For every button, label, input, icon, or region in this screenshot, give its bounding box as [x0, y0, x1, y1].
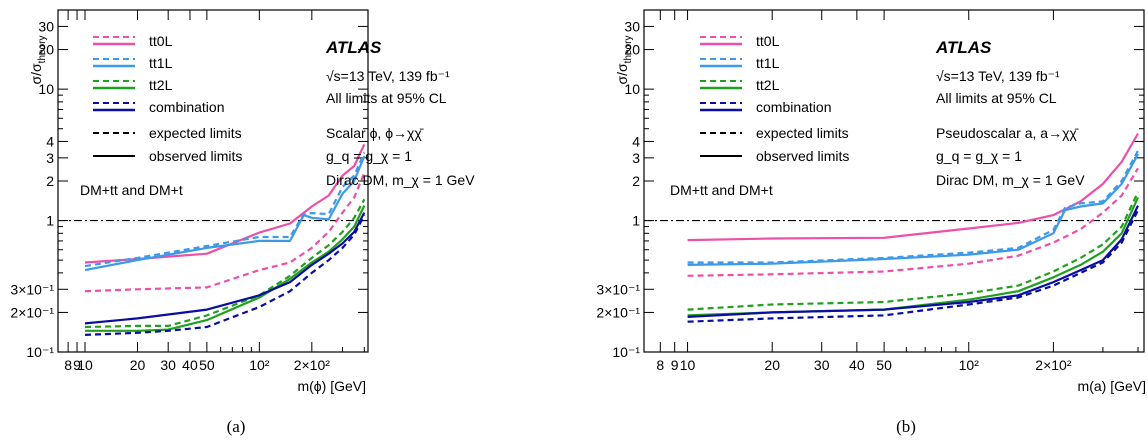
x-tick-label: 10: [77, 357, 93, 373]
y-tick-label: 2: [632, 173, 640, 189]
x-tick-label: 10: [680, 357, 696, 373]
series-line-tt2L-expected: [84, 198, 366, 329]
panel-caption: (a): [227, 417, 246, 436]
y-tick-label: 3: [46, 150, 54, 166]
y-tick-label: 4: [632, 133, 640, 149]
series-line-tt1L-expected: [84, 151, 366, 268]
legend-label: tt0L: [756, 33, 780, 49]
x-tick-label: 9: [73, 357, 81, 373]
x-tick-label: 20: [764, 357, 780, 373]
atlas-label: ATLAS: [325, 38, 382, 57]
x-tick-label: 40: [849, 357, 865, 373]
series-line-combination-expected: [84, 214, 366, 336]
y-tick-label: 10: [624, 81, 640, 97]
legend-label: tt1L: [149, 55, 173, 71]
dm-channel-note: DM+tt and DM+t: [670, 182, 773, 198]
legend-label: tt0L: [149, 33, 173, 49]
x-tick-label: 30: [814, 357, 830, 373]
x-tick-label: 10²: [959, 357, 980, 373]
y-tick-label: 30: [624, 18, 640, 34]
y-tick-label: 3×10⁻¹: [596, 281, 640, 297]
series-line-combination-observed: [84, 212, 366, 325]
model-text: Pseudoscalar a, a→χχ̄: [936, 125, 1079, 141]
cl-text: All limits at 95% CL: [936, 90, 1057, 106]
y-axis-label: σ/σtheory: [28, 36, 48, 85]
y-tick-label: 10: [38, 81, 54, 97]
x-tick-label: 2×10²: [1035, 357, 1072, 373]
y-tick-label: 2×10⁻¹: [596, 304, 640, 320]
x-tick-label: 10²: [249, 357, 270, 373]
x-axis-label: m(a) [GeV]: [1078, 378, 1146, 394]
y-tick-label: 20: [624, 42, 640, 58]
panel-b: 8 9 10 20 30 40 50 10² 2×10²10⁻¹2×10⁻¹3×10⁻¹1234…: [596, 9, 1146, 436]
x-axis-label: m(ϕ) [GeV]: [297, 378, 366, 394]
legend: tt0L tt1L tt2L combination expected limits ob…: [700, 33, 849, 164]
series-layer: [687, 132, 1140, 323]
series-line-tt2L-observed: [85, 205, 366, 332]
x-tick-label: 20: [130, 357, 146, 373]
legend-label: tt1L: [756, 55, 780, 71]
y-tick-label: 10⁻¹: [612, 344, 640, 360]
x-tick-label: 8: [656, 357, 664, 373]
legend-label: tt2L: [756, 77, 780, 93]
y-tick-label: 10⁻¹: [26, 344, 54, 360]
y-tick-label: 4: [46, 133, 54, 149]
x-tick-label: 40: [182, 357, 198, 373]
y-tick-label: 20: [38, 42, 54, 58]
series-line-tt2L-expected: [687, 191, 1139, 311]
y-axis-label: σ/σtheory: [614, 36, 634, 85]
y-tick-label: 2: [46, 173, 54, 189]
legend-style-label: observed limits: [149, 148, 242, 164]
cl-text: All limits at 95% CL: [326, 90, 447, 106]
series-line-tt0L-observed: [84, 143, 366, 264]
legend-style-label: expected limits: [149, 125, 242, 141]
energy-lumi-text: √s=13 TeV, 139 fb⁻¹: [936, 68, 1060, 84]
panel-caption: (b): [896, 417, 916, 436]
panel-a: 8 910 20 30 40 50 10² 2×10²10⁻¹2×10⁻¹3×10⁻¹1234…: [10, 9, 475, 436]
series-line-tt1L-observed: [687, 153, 1139, 266]
legend-label: tt2L: [149, 77, 173, 93]
legend-style-label: observed limits: [756, 148, 849, 164]
x-tick-label: 8: [64, 357, 72, 373]
dm-mass-text: Dirac DM, m_χ = 1 GeV: [326, 172, 475, 188]
series-line-tt1L-expected: [687, 150, 1139, 264]
coupling-text: g_q = g_χ = 1: [936, 148, 1022, 164]
x-tick-label: 30: [160, 357, 176, 373]
series-line-tt0L-expected: [687, 167, 1139, 277]
legend-label: combination: [149, 99, 225, 115]
y-tick-label: 2×10⁻¹: [10, 304, 54, 320]
x-tick-label: 9: [671, 357, 679, 373]
y-tick-label: 3: [632, 150, 640, 166]
series-line-tt0L-expected: [84, 172, 366, 293]
legend-label: combination: [756, 99, 832, 115]
coupling-text: g_q = g_χ = 1: [326, 148, 412, 164]
x-tick-label: 50: [199, 357, 215, 373]
dm-channel-note: DM+tt and DM+t: [80, 182, 183, 198]
dm-mass-text: Dirac DM, m_χ = 1 GeV: [936, 172, 1085, 188]
model-text: Scalar ϕ, ϕ→χχ̄: [326, 125, 424, 141]
y-tick-label: 1: [46, 213, 54, 229]
series-line-combination-observed: [687, 205, 1139, 318]
plot-frame: [57, 9, 369, 353]
y-tick-label: 1: [632, 213, 640, 229]
legend: tt0L tt1L tt2L combination expected limits ob…: [93, 33, 242, 164]
x-tick-label: 2×10²: [294, 357, 331, 373]
series-line-tt0L-observed: [687, 132, 1139, 242]
y-tick-label: 3×10⁻¹: [10, 281, 54, 297]
series-layer: [84, 143, 366, 336]
series-line-combination-expected: [687, 209, 1139, 323]
energy-lumi-text: √s=13 TeV, 139 fb⁻¹: [326, 68, 450, 84]
atlas-label: ATLAS: [935, 38, 992, 57]
y-tick-label: 30: [38, 18, 54, 34]
legend-style-label: expected limits: [756, 125, 849, 141]
x-tick-label: 50: [876, 357, 892, 373]
